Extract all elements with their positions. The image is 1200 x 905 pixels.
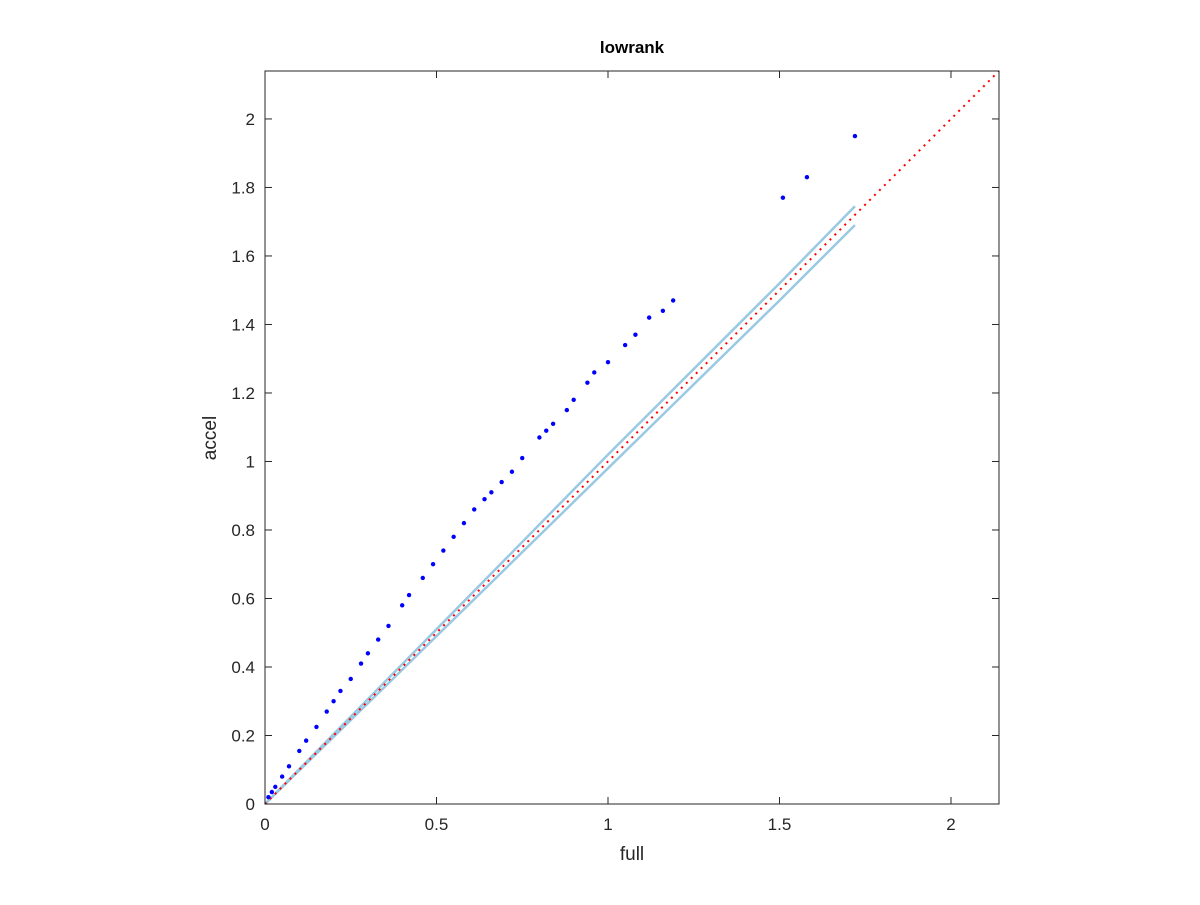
scatter-point <box>358 661 364 666</box>
scatter-point <box>509 469 515 474</box>
y-tick-label: 0 <box>246 795 255 814</box>
scatter-point <box>482 496 487 502</box>
scatter-point <box>520 455 525 461</box>
scatter-point <box>348 676 353 682</box>
scatter-point <box>550 421 556 426</box>
y-tick-label: 1.2 <box>231 384 255 403</box>
scatter-point <box>780 195 786 200</box>
scatter-point <box>804 174 810 180</box>
scatter-point <box>338 688 343 694</box>
chart-title: lowrank <box>600 38 665 57</box>
scatter-point <box>472 507 477 512</box>
x-tick-label: 1 <box>603 815 612 834</box>
scatter-point <box>266 794 271 800</box>
scatter-point <box>331 699 336 704</box>
x-tick-label: 0.5 <box>425 815 449 834</box>
y-tick-label: 1 <box>246 452 255 471</box>
scatter-point <box>461 520 467 526</box>
scatter-point <box>451 534 456 540</box>
y-tick-label: 0.4 <box>231 658 255 677</box>
scatter-point <box>852 133 858 139</box>
scatter-point <box>670 298 676 303</box>
scatter-point <box>303 738 309 743</box>
scatter-point <box>279 774 285 779</box>
scatter-point <box>297 748 302 754</box>
line <box>264 205 856 805</box>
scatter-point <box>585 380 590 385</box>
y-tick-label: 1.8 <box>231 178 255 197</box>
x-axis-label: full <box>620 844 644 865</box>
x-tick-label: 2 <box>946 815 955 834</box>
y-tick-label: 1.6 <box>231 247 255 266</box>
scatter-point <box>489 490 494 495</box>
scatter-point <box>420 575 425 581</box>
scatter-point <box>499 479 504 485</box>
scatter-point <box>386 623 391 629</box>
scatter-point <box>314 724 319 730</box>
scatter-point <box>399 603 405 608</box>
scatter-point <box>324 709 329 714</box>
scatter-point <box>633 332 638 337</box>
x-tick-label: 1.5 <box>768 815 792 834</box>
scatter-point <box>375 637 381 642</box>
y-tick-label: 1.4 <box>231 315 255 334</box>
scatter-point <box>269 789 275 795</box>
scatter-point <box>273 784 278 790</box>
axes-box <box>264 70 1000 805</box>
scatter-point <box>646 315 652 320</box>
y-tick-label: 0.2 <box>231 726 255 745</box>
y-tick-label: 0.6 <box>231 589 255 608</box>
scatter-point <box>592 370 597 375</box>
scatter-point <box>441 548 446 553</box>
scatter-point <box>406 592 412 598</box>
scatter-point <box>660 308 666 313</box>
scatter-point <box>564 407 570 413</box>
scatter-point <box>544 428 549 433</box>
line <box>264 224 856 805</box>
line <box>264 70 1000 805</box>
y-tick-label: 2 <box>246 110 255 129</box>
scatter-point <box>365 651 371 656</box>
scatter-point <box>622 342 628 348</box>
scatter-point <box>605 359 611 365</box>
y-tick-label: 0.8 <box>231 521 255 540</box>
x-tick-label: 0 <box>260 815 269 834</box>
scatter-point <box>286 764 292 769</box>
scatter-point <box>571 397 576 403</box>
scatter-point <box>537 435 542 440</box>
scatter-point <box>430 562 436 567</box>
y-axis-label: accel <box>200 416 221 460</box>
